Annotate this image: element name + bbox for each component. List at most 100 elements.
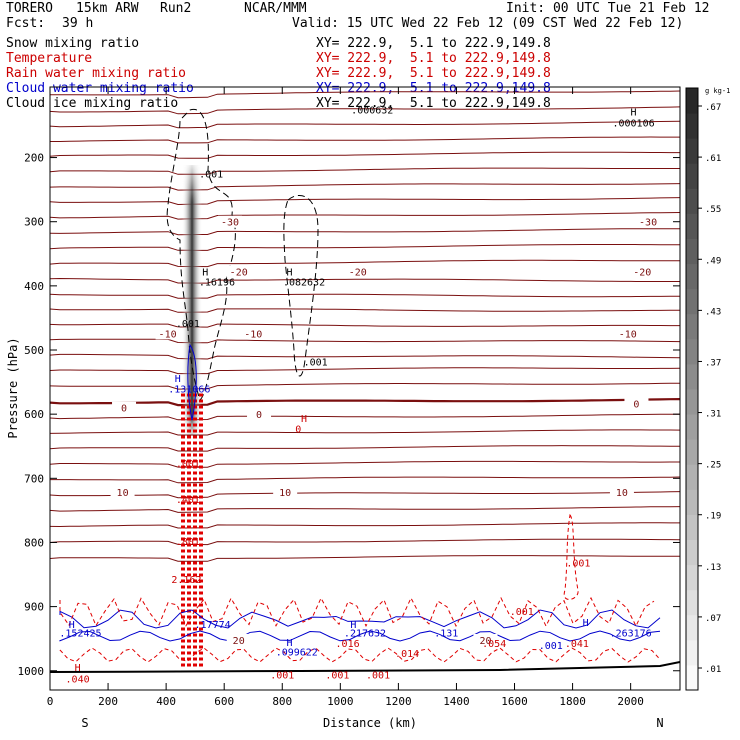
contour-annotation: 0: [295, 424, 301, 435]
isotherm-label: 0: [256, 410, 262, 421]
contour-annotation: .001: [510, 607, 534, 618]
north-label: N: [656, 716, 663, 730]
colorbar-swatch: [686, 163, 698, 189]
fcst-label: Fcst:: [6, 16, 46, 31]
isotherm: [50, 308, 680, 313]
contour-annotation: H: [69, 620, 75, 631]
colorbar-label: .55: [705, 205, 721, 215]
contour-annotation: .131: [434, 628, 458, 639]
isotherm: [50, 506, 680, 513]
colorbar-label: .01: [705, 665, 721, 675]
contour-annotation: .263176: [610, 628, 652, 639]
isotherm: [50, 293, 680, 299]
isotherm-label: 0: [121, 404, 127, 415]
colorbar-swatch: [686, 213, 698, 239]
contour-annotation: H: [583, 618, 589, 629]
isotherm-label-bg: [155, 327, 180, 340]
colorbar-label: .19: [705, 512, 721, 522]
isotherm: [50, 136, 680, 144]
isotherm-label: 0: [633, 399, 639, 410]
field-name: Temperature: [6, 51, 93, 66]
colorbar-swatch: [686, 338, 698, 365]
snow-core-shading: [182, 165, 202, 435]
rain-contour: [563, 513, 579, 600]
isotherm: [50, 277, 680, 284]
y-tick-label: 700: [24, 472, 44, 485]
south-label: S: [81, 716, 88, 730]
colorbar-label: .31: [705, 410, 721, 420]
isotherm: [50, 212, 680, 220]
x-tick-label: 800: [272, 695, 292, 708]
isotherm: [50, 259, 680, 268]
x-axis-label: Distance (km): [323, 716, 417, 730]
contour-annotation: .217632: [344, 628, 386, 639]
contour-annotation: .001: [176, 459, 200, 470]
isotherm-label-bg: [112, 401, 137, 414]
colorbar-swatch: [686, 464, 698, 490]
colorbar-label: .43: [705, 307, 721, 317]
field-name: Rain water mixing ratio: [6, 66, 187, 81]
contour-annotation: .041: [565, 639, 589, 650]
x-tick-label: 1200: [385, 695, 412, 708]
isotherm-label: -30: [639, 218, 657, 229]
plot-frame: [49, 86, 681, 691]
contour-annotation: 2.162: [171, 575, 201, 586]
rain-contour: [59, 596, 655, 628]
contour-annotation: .131066: [168, 385, 210, 396]
colorbar-label: .67: [705, 103, 721, 113]
isotherm: [50, 413, 680, 421]
contour-annotation: .001: [325, 671, 349, 682]
y-tick-label: 1000: [18, 665, 45, 678]
contour-annotation: .000632: [351, 105, 393, 116]
x-tick-label: 200: [98, 695, 118, 708]
isotherm: [50, 323, 680, 328]
isotherm: [50, 120, 680, 129]
x-tick-label: 600: [214, 695, 234, 708]
isotherm: [50, 197, 680, 206]
isotherm-label: -20: [230, 268, 248, 279]
isotherm-label: -20: [633, 268, 651, 279]
x-tick-label: 1800: [559, 695, 586, 708]
colorbar-label: .25: [705, 461, 721, 471]
colorbar-swatch: [686, 639, 698, 666]
init-time: Init: 00 UTC Tue 21 Feb 12: [506, 1, 710, 16]
isotherm-label: -10: [619, 329, 637, 340]
x-tick-label: 1400: [443, 695, 470, 708]
org-label: NCAR/MMM: [244, 1, 307, 16]
colorbar-label: .49: [705, 256, 721, 266]
isotherm-label: -30: [221, 218, 239, 229]
contour-annotation: .014: [395, 649, 419, 660]
contour-annotation: H: [75, 663, 81, 674]
contour-annotation: .16196: [199, 277, 235, 288]
x-tick-label: 0: [47, 695, 54, 708]
colorbar-swatch: [686, 363, 698, 390]
contour-annotation: .082632: [283, 277, 325, 288]
colorbar-frame: [685, 87, 699, 691]
contour-annotation: .054: [482, 639, 506, 650]
isotherm: [50, 398, 680, 407]
y-tick-label: 900: [24, 601, 44, 614]
isotherm-label: -10: [159, 329, 177, 340]
isotherm-label-bg: [630, 265, 655, 278]
isotherm: [50, 538, 680, 546]
colorbar-swatch: [686, 389, 698, 415]
colorbar-label: .13: [705, 563, 721, 573]
cloud-ice-contour: [283, 195, 319, 377]
y-tick-label: 300: [24, 216, 44, 229]
contour-annotation: H: [287, 638, 293, 649]
isotherm: [50, 555, 680, 562]
field-name: Cloud water mixing ratio: [6, 81, 194, 96]
colorbar-units: g kg-1: [705, 87, 730, 95]
contour-annotation: H: [350, 620, 356, 631]
colorbar-swatch: [686, 313, 698, 340]
isotherm: [50, 491, 680, 499]
y-tick-label: 200: [24, 152, 44, 165]
isotherm: [50, 151, 680, 159]
field-name: Snow mixing ratio: [6, 36, 140, 51]
isotherm: [50, 382, 680, 390]
contour-annotation: .001: [304, 358, 328, 369]
isotherm-label: 10: [616, 488, 628, 499]
y-tick-label: 600: [24, 408, 44, 421]
field-xy: XY= 222.9, 5.1 to 222.9,149.8: [316, 36, 551, 51]
